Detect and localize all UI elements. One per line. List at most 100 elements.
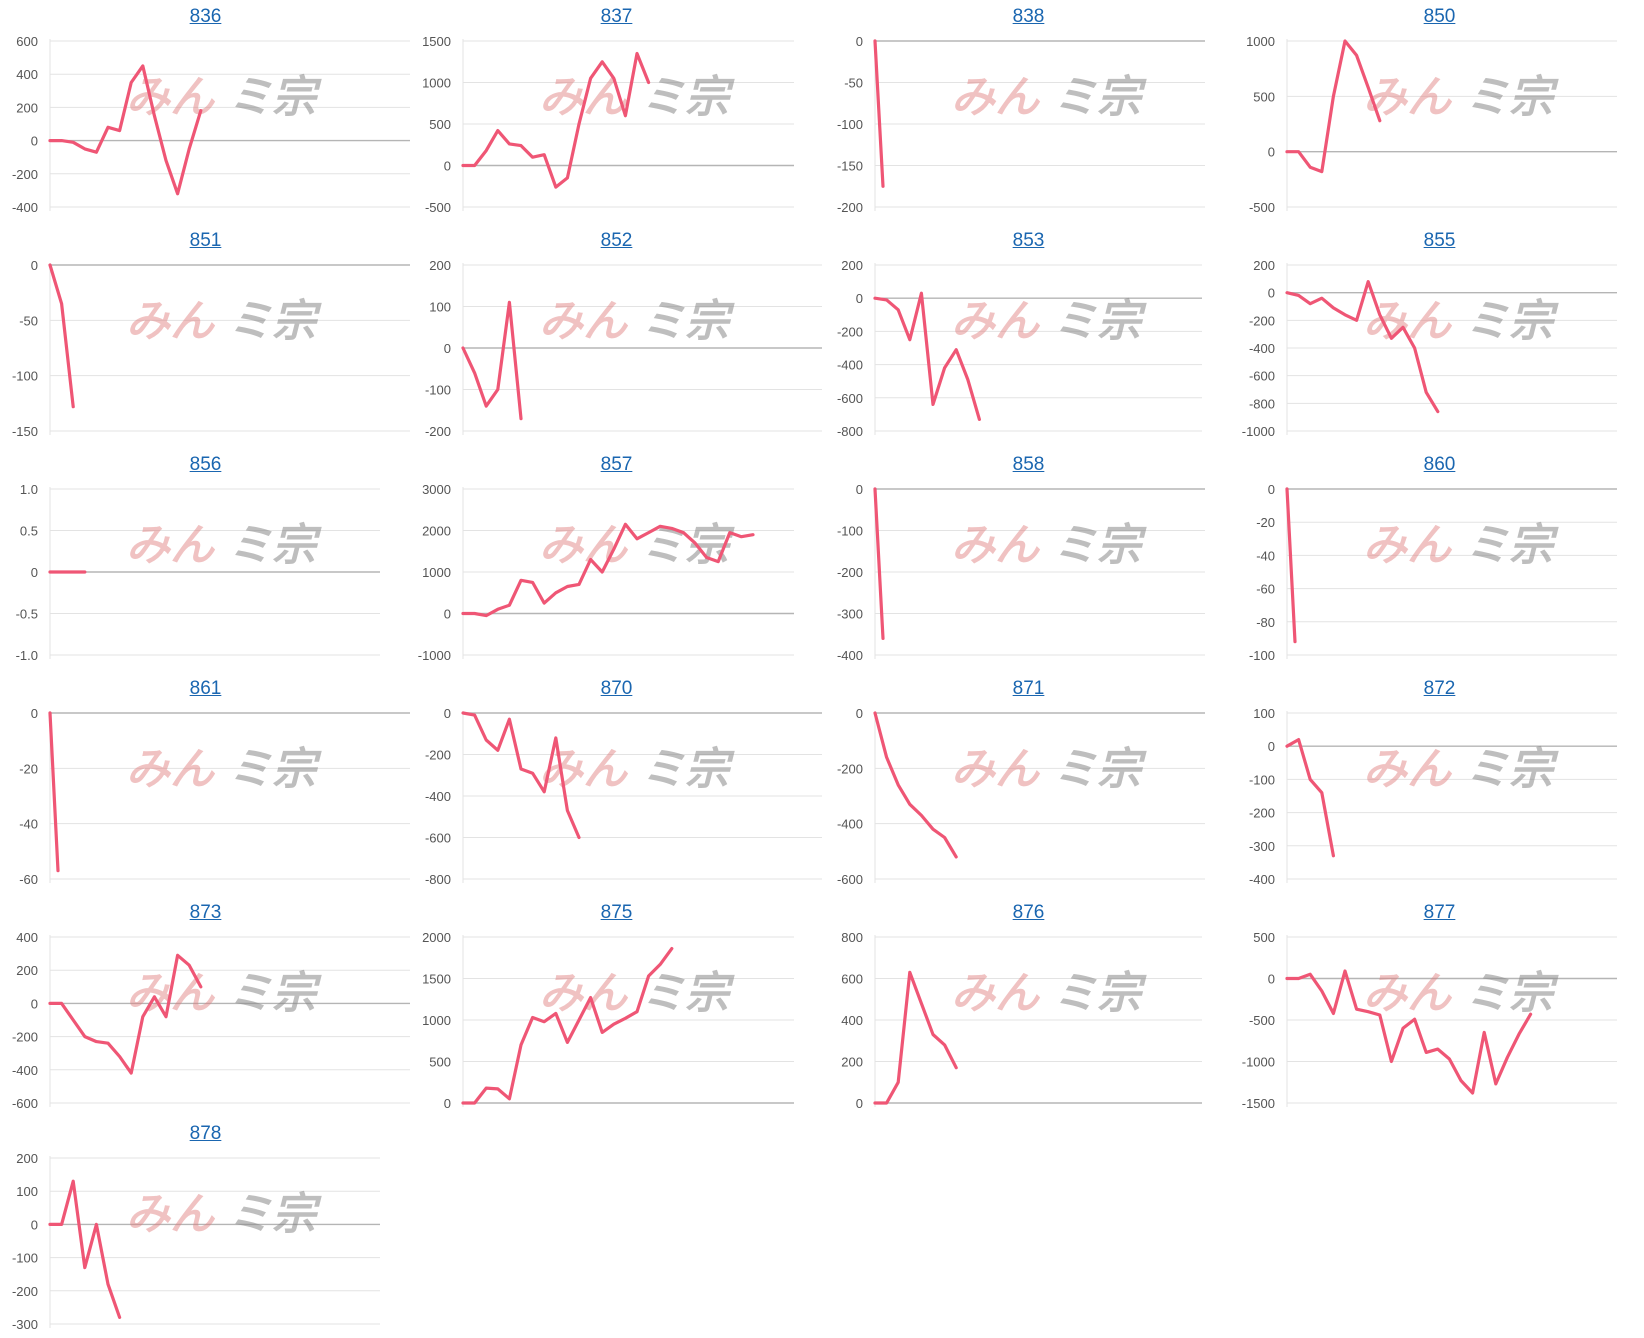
y-tick-label: -200 <box>837 761 863 776</box>
series-line <box>873 970 958 1105</box>
y-tick-label: 400 <box>16 67 38 82</box>
chart-title-link[interactable]: 877 <box>1423 902 1456 923</box>
y-tick-label: 200 <box>841 258 863 273</box>
chart-svg: 500 0 -500 -1000 -1500 みん ミ宗 <box>1242 930 1617 1111</box>
y-tick-label: 500 <box>429 1055 451 1070</box>
chart-svg: 0 -50 -100 -150 -200 みん ミ宗 <box>837 34 1205 215</box>
y-tick-label: 200 <box>429 258 451 273</box>
chart-title-link[interactable]: 850 <box>1423 6 1456 27</box>
chart-title-link[interactable]: 871 <box>1012 678 1045 699</box>
chart-svg: 200 100 0 -100 -200 みん ミ宗 <box>425 258 822 439</box>
y-tick-label: 0 <box>444 1096 451 1111</box>
watermark-left: みん <box>1363 968 1453 1019</box>
series-line <box>1285 487 1297 644</box>
chart-panel-873: 873 400 200 0 -200 -400 -600 みん ミ宗 <box>0 896 411 1117</box>
y-tick-label: -600 <box>837 391 863 406</box>
chart-title-link[interactable]: 876 <box>1012 902 1045 923</box>
y-tick-label: 0 <box>444 706 451 721</box>
watermark-left: みん <box>951 296 1041 347</box>
series-line <box>461 711 581 840</box>
y-tick-label: 200 <box>16 963 38 978</box>
chart-title-link[interactable]: 875 <box>600 902 633 923</box>
y-tick-label: 0 <box>444 159 451 174</box>
chart-panel-836: 836 600 400 200 0 -200 -400 みん ミ宗 <box>0 0 411 221</box>
chart-title-link[interactable]: 872 <box>1423 678 1456 699</box>
y-tick-label: 0 <box>856 706 863 721</box>
chart-title-link[interactable]: 856 <box>189 454 222 475</box>
chart-title-link[interactable]: 857 <box>600 454 633 475</box>
chart-title-link[interactable]: 860 <box>1423 454 1456 475</box>
chart-title-link[interactable]: 873 <box>189 902 222 923</box>
chart-title-link[interactable]: 836 <box>189 6 222 27</box>
watermark-right: ミ宗 <box>1465 744 1559 795</box>
y-tick-label: 2000 <box>422 930 451 945</box>
watermark-left: みん <box>126 1189 216 1240</box>
series-line <box>461 522 755 618</box>
chart-panel-872: 872 100 0 -100 -200 -300 -400 みん ミ宗 <box>1235 672 1644 893</box>
chart-svg: 600 400 200 0 -200 -400 みん ミ宗 <box>12 34 410 215</box>
y-tick-label: -100 <box>425 383 451 398</box>
y-tick-label: 100 <box>1253 706 1275 721</box>
y-tick-label: 1500 <box>422 34 451 49</box>
watermark-right: ミ宗 <box>228 296 322 347</box>
series-line <box>873 711 958 859</box>
y-tick-label: 500 <box>1253 930 1275 945</box>
chart-title-link[interactable]: 858 <box>1012 454 1045 475</box>
y-tick-label: 0 <box>1268 145 1275 160</box>
y-tick-label: -500 <box>1249 200 1275 215</box>
chart-title-link[interactable]: 837 <box>600 6 633 27</box>
chart-title-link[interactable]: 852 <box>600 230 633 251</box>
chart-svg: 0 -100 -200 -300 -400 みん ミ宗 <box>837 482 1205 663</box>
watermark-right: ミ宗 <box>641 296 735 347</box>
y-tick-label: 0 <box>31 1217 38 1232</box>
y-tick-label: 0 <box>31 134 38 149</box>
y-tick-label: 1500 <box>422 972 451 987</box>
chart-panel-870: 870 0 -200 -400 -600 -800 みん ミ宗 <box>411 672 822 893</box>
watermark-right: ミ宗 <box>1465 296 1559 347</box>
chart-panel-871: 871 0 -200 -400 -600 みん ミ宗 <box>822 672 1235 893</box>
chart-title-link[interactable]: 878 <box>189 1123 222 1144</box>
y-tick-label: 0.5 <box>20 524 38 539</box>
y-tick-label: -1000 <box>418 648 451 663</box>
chart-panel-861: 861 0 -20 -40 -60 みん ミ宗 <box>0 672 411 893</box>
chart-title-link[interactable]: 851 <box>189 230 222 251</box>
y-tick-label: -200 <box>837 565 863 580</box>
chart-title-link[interactable]: 855 <box>1423 230 1456 251</box>
y-tick-label: 0 <box>856 34 863 49</box>
y-tick-label: -400 <box>837 648 863 663</box>
chart-panel-860: 860 0 -20 -40 -60 -80 -100 みん ミ宗 <box>1235 448 1644 669</box>
y-tick-label: 500 <box>1253 89 1275 104</box>
y-tick-label: -600 <box>1249 369 1275 384</box>
chart-title-link[interactable]: 838 <box>1012 6 1045 27</box>
y-tick-label: -800 <box>425 872 451 887</box>
watermark-left: みん <box>1363 744 1453 795</box>
series-line <box>873 291 981 421</box>
chart-svg: 0 -200 -400 -600 みん ミ宗 <box>837 706 1205 887</box>
y-tick-label: -200 <box>1249 313 1275 328</box>
chart-panel-858: 858 0 -100 -200 -300 -400 みん ミ宗 <box>822 448 1235 669</box>
y-tick-label: -80 <box>1256 615 1275 630</box>
y-tick-label: -600 <box>837 872 863 887</box>
y-tick-label: 0 <box>1268 482 1275 497</box>
chart-svg: 200 100 0 -100 -200 -300 みん ミ宗 <box>12 1151 380 1332</box>
watermark-left: みん <box>951 744 1041 795</box>
watermark-right: ミ宗 <box>641 72 735 123</box>
y-tick-label: -300 <box>12 1317 38 1332</box>
series-line <box>48 953 203 1075</box>
y-tick-label: 100 <box>429 300 451 315</box>
watermark-right: ミ宗 <box>1465 968 1559 1019</box>
watermark-right: ミ宗 <box>228 744 322 795</box>
chart-title-link[interactable]: 870 <box>600 678 633 699</box>
watermark-left: みん <box>951 520 1041 571</box>
chart-title-link[interactable]: 861 <box>189 678 222 699</box>
watermark-left: みん <box>539 296 629 347</box>
y-tick-label: -800 <box>1249 396 1275 411</box>
y-tick-label: 100 <box>16 1184 38 1199</box>
watermark-right: ミ宗 <box>1053 520 1147 571</box>
y-tick-label: -50 <box>19 313 38 328</box>
chart-title-link[interactable]: 853 <box>1012 230 1045 251</box>
chart-svg: 0 -20 -40 -60 -80 -100 みん ミ宗 <box>1249 482 1617 663</box>
